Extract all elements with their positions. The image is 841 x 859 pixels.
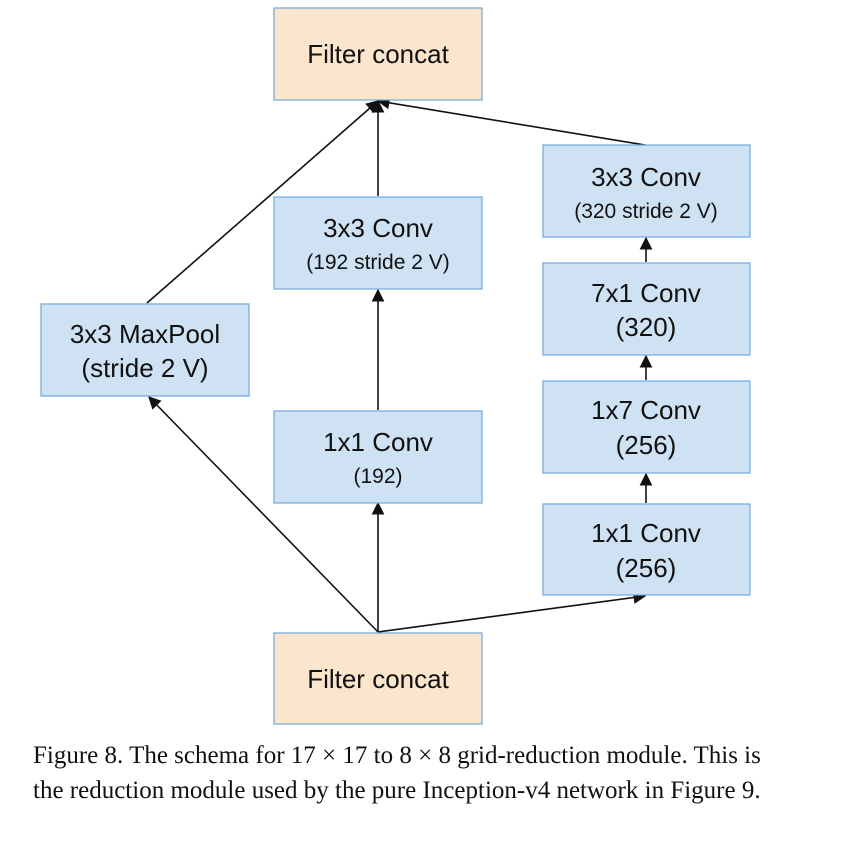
node-sublabel: (256) <box>616 553 677 583</box>
node-label: 1x1 Conv <box>323 427 433 457</box>
node-sublabel: (stride 2 V) <box>81 353 208 383</box>
node-label: Filter concat <box>307 664 449 694</box>
node-label: Filter concat <box>307 39 449 69</box>
node-label: 3x3 Conv <box>323 213 433 243</box>
node-mid-conv3: 3x3 Conv (192 stride 2 V) <box>273 196 483 290</box>
node-sublabel: (192 stride 2 V) <box>306 251 450 274</box>
node-sublabel: (192) <box>353 465 402 488</box>
node-filter-concat-top: Filter concat <box>273 7 483 101</box>
node-sublabel: (320) <box>616 312 677 342</box>
node-right-conv17: 1x7 Conv (256) <box>542 380 751 474</box>
node-mid-conv1: 1x1 Conv (192) <box>273 410 483 504</box>
edge-bottom-to-maxpool <box>148 396 379 633</box>
node-label: 7x1 Conv <box>591 278 701 308</box>
node-sublabel: (320 stride 2 V) <box>574 200 718 223</box>
node-label: 1x1 Conv <box>591 518 701 548</box>
node-right-conv71: 7x1 Conv (320) <box>542 262 751 356</box>
node-label: 3x3 MaxPool <box>70 319 220 349</box>
edge-right-conv3-to-top <box>376 96 646 146</box>
grid-reduction-diagram: Filter concat 3x3 MaxPool (stride 2 V) 3… <box>40 7 751 725</box>
edge-maxpool-to-top <box>146 100 379 304</box>
node-right-conv1: 1x1 Conv (256) <box>542 503 751 596</box>
node-label: 1x7 Conv <box>591 395 701 425</box>
node-sublabel: (256) <box>616 430 677 460</box>
node-maxpool: 3x3 MaxPool (stride 2 V) <box>40 303 250 397</box>
figure-caption: Figure 8. The schema for 17 × 17 to 8 × … <box>33 742 761 804</box>
node-right-conv3: 3x3 Conv (320 stride 2 V) <box>542 144 751 238</box>
node-label: 3x3 Conv <box>591 162 701 192</box>
node-filter-concat-bottom: Filter concat <box>273 632 483 725</box>
edge-bottom-to-right-conv1 <box>377 591 647 633</box>
